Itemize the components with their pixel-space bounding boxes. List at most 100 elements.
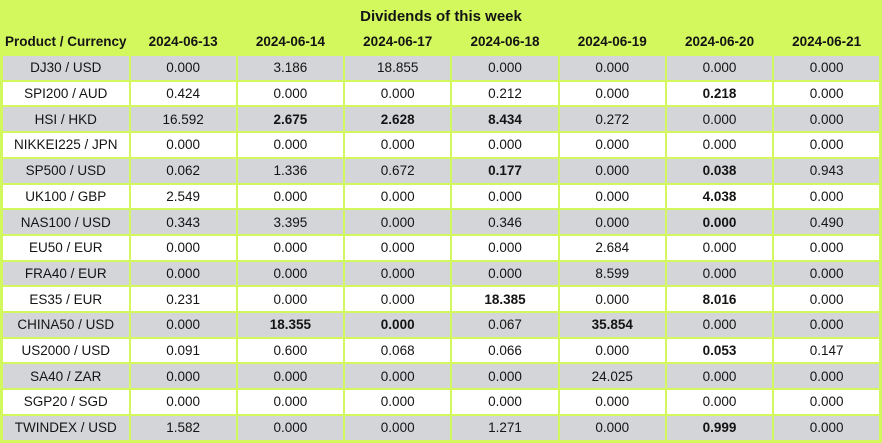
product-currency-cell: US2000 / USD [0,336,131,365]
dividend-value-cell: 0.000 [664,208,775,236]
dividend-value-cell: 0.000 [772,311,882,339]
column-header-date: 2024-06-19 [557,29,667,56]
dividend-value-cell: 0.231 [128,285,238,314]
dividend-value-cell: 0.000 [343,131,453,159]
dividend-value-cell: 0.999 [664,413,775,443]
dividend-value-cell: 16.592 [128,105,238,134]
dividend-value-cell: 0.000 [664,259,775,288]
dividend-value-cell: 0.000 [772,131,882,159]
dividend-value-cell: 0.212 [450,79,560,108]
product-currency-cell: SPI200 / AUD [0,79,131,108]
dividend-value-cell: 0.600 [235,336,346,365]
dividend-value-cell: 1.271 [450,413,560,443]
dividend-value-cell: 0.000 [664,233,775,262]
product-currency-cell: SGP20 / SGD [0,388,131,416]
page-title: Dividends of this week [0,0,882,29]
dividend-value-cell: 0.000 [557,79,667,108]
dividend-value-cell: 0.000 [128,311,238,339]
product-currency-cell: SA40 / ZAR [0,362,131,391]
dividend-value-cell: 0.000 [450,259,560,288]
dividend-value-cell: 0.067 [450,311,560,339]
table-row: NAS100 / USD 0.343 3.395 0.000 0.346 0.000 0.0… [0,208,882,236]
dividend-value-cell: 8.016 [664,285,775,314]
dividend-value-cell: 0.000 [343,388,453,416]
table-row: NIKKEI225 / JPN 0.000 0.000 0.000 0.000 0.000… [0,131,882,159]
dividend-value-cell: 0.000 [235,388,346,416]
dividend-value-cell: 0.000 [450,388,560,416]
dividend-value-cell: 0.000 [772,105,882,134]
dividend-value-cell: 0.000 [557,208,667,236]
column-header-date: 2024-06-14 [235,29,346,56]
dividend-value-cell: 0.068 [343,336,453,365]
dividend-value-cell: 0.000 [664,105,775,134]
dividend-value-cell: 0.000 [557,182,667,211]
table-row: SA40 / ZAR 0.000 0.000 0.000 0.000 24.025 0.00… [0,362,882,391]
dividend-value-cell: 0.000 [450,362,560,391]
dividend-value-cell: 0.000 [128,131,238,159]
table-title-row: Dividends of this week [0,0,882,29]
dividend-value-cell: 0.000 [772,388,882,416]
dividend-value-cell: 18.355 [235,311,346,339]
dividend-value-cell: 0.000 [664,54,775,82]
dividend-value-cell: 0.062 [128,156,238,185]
dividend-value-cell: 0.000 [772,259,882,288]
table-row: ES35 / EUR 0.231 0.000 0.000 18.385 0.000 8.01… [0,285,882,314]
table-row: TWINDEX / USD 1.582 0.000 0.000 1.271 0.000 0.… [0,413,882,443]
dividend-value-cell: 1.336 [235,156,346,185]
column-header-product-currency: Product / Currency [0,29,131,56]
dividend-value-cell: 0.000 [557,285,667,314]
dividend-value-cell: 0.000 [128,233,238,262]
dividend-value-cell: 0.000 [557,131,667,159]
dividend-value-cell: 0.490 [772,208,882,236]
product-currency-cell: NAS100 / USD [0,208,131,236]
dividend-value-cell: 4.038 [664,182,775,211]
table-row: HSI / HKD 16.592 2.675 2.628 8.434 0.272 0.000… [0,105,882,134]
dividend-value-cell: 0.000 [128,54,238,82]
dividend-value-cell: 8.599 [557,259,667,288]
dividend-value-cell: 2.549 [128,182,238,211]
table-row: EU50 / EUR 0.000 0.000 0.000 0.000 2.684 0.000… [0,233,882,262]
dividend-value-cell: 24.025 [557,362,667,391]
dividend-value-cell: 0.000 [772,362,882,391]
dividend-value-cell: 0.272 [557,105,667,134]
dividend-value-cell: 0.000 [772,54,882,82]
dividend-value-cell: 0.000 [235,79,346,108]
product-currency-cell: TWINDEX / USD [0,413,131,443]
table-row: CHINA50 / USD 0.000 18.355 0.000 0.067 35.854… [0,311,882,339]
dividend-value-cell: 0.000 [343,311,453,339]
dividend-value-cell: 0.000 [235,131,346,159]
column-header-date: 2024-06-18 [450,29,560,56]
dividend-value-cell: 0.000 [343,285,453,314]
dividend-value-cell: 0.000 [450,182,560,211]
dividend-value-cell: 2.684 [557,233,667,262]
dividend-value-cell: 0.672 [343,156,453,185]
dividend-value-cell: 2.675 [235,105,346,134]
product-currency-cell: FRA40 / EUR [0,259,131,288]
table-row: SPI200 / AUD 0.424 0.000 0.000 0.212 0.000 0.2… [0,79,882,108]
dividend-value-cell: 0.000 [450,233,560,262]
dividend-value-cell: 0.000 [343,413,453,443]
dividend-value-cell: 0.943 [772,156,882,185]
table-row: US2000 / USD 0.091 0.600 0.068 0.066 0.000 0.0… [0,336,882,365]
dividend-value-cell: 0.000 [772,182,882,211]
product-currency-cell: EU50 / EUR [0,233,131,262]
product-currency-cell: UK100 / GBP [0,182,131,211]
dividend-value-cell: 0.000 [343,362,453,391]
dividend-value-cell: 0.000 [235,259,346,288]
product-currency-cell: ES35 / EUR [0,285,131,314]
column-header-date: 2024-06-17 [343,29,453,56]
dividend-value-cell: 0.000 [343,79,453,108]
dividend-value-cell: 0.424 [128,79,238,108]
dividend-value-cell: 0.066 [450,336,560,365]
dividend-value-cell: 0.000 [450,131,560,159]
dividend-value-cell: 0.000 [772,79,882,108]
dividend-value-cell: 1.582 [128,413,238,443]
table-row: FRA40 / EUR 0.000 0.000 0.000 0.000 8.599 0.00… [0,259,882,288]
dividend-value-cell: 0.000 [128,388,238,416]
product-currency-cell: CHINA50 / USD [0,311,131,339]
dividend-value-cell: 0.177 [450,156,560,185]
product-currency-cell: NIKKEI225 / JPN [0,131,131,159]
dividend-value-cell: 0.000 [235,182,346,211]
